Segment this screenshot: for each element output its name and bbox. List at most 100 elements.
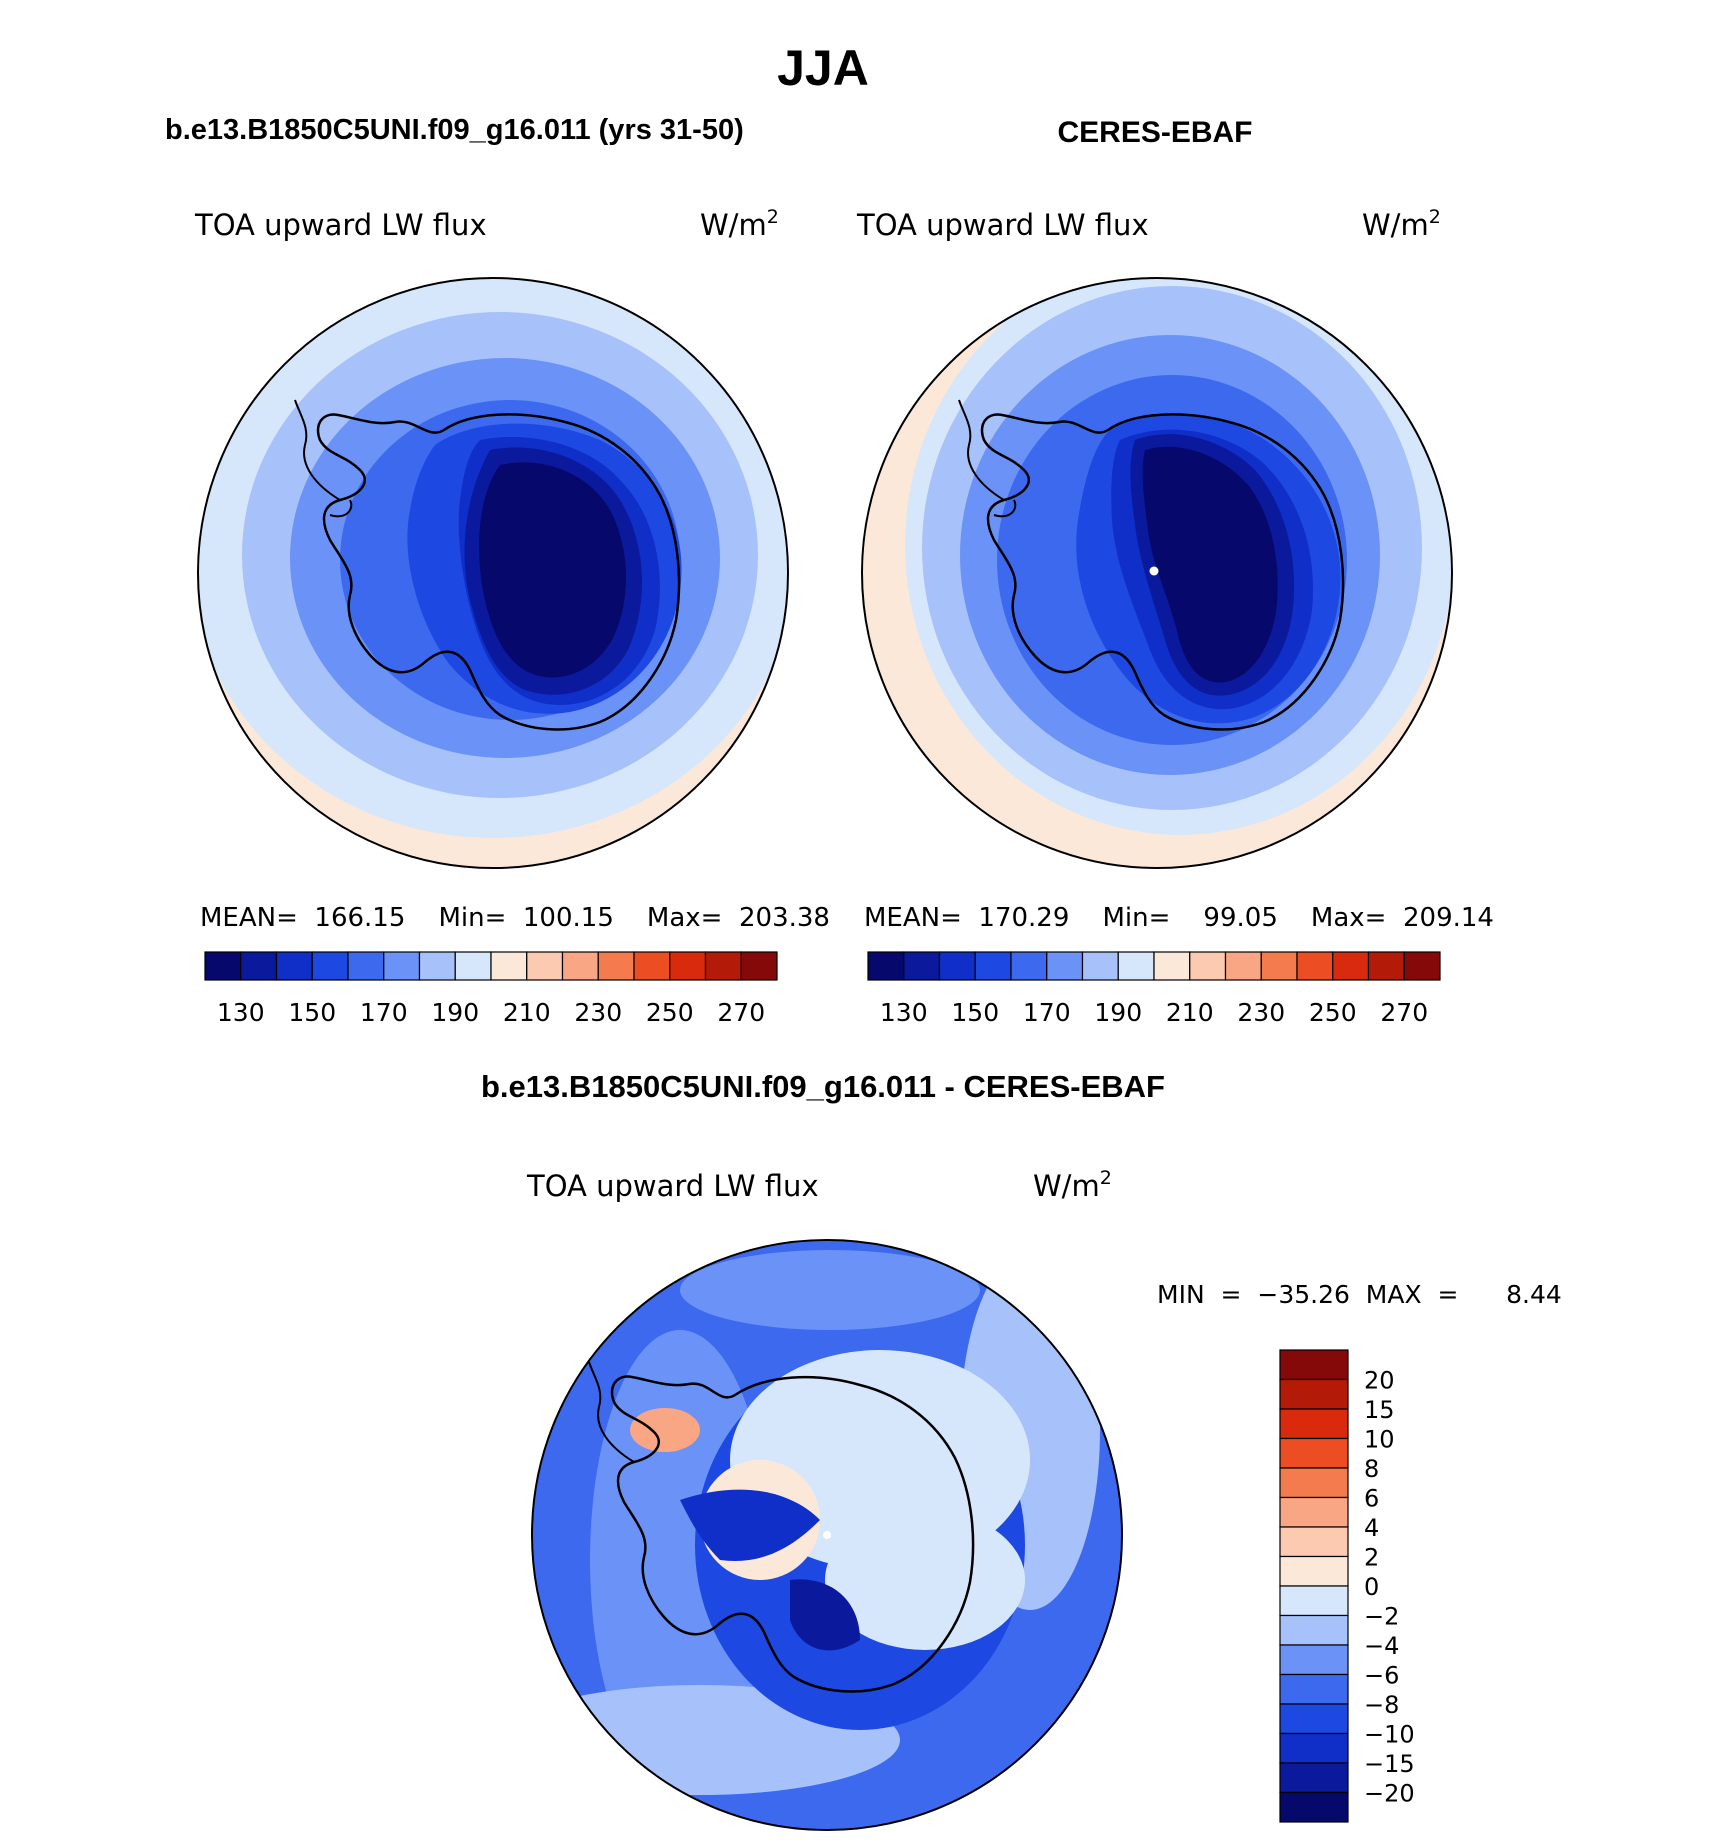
diff-colorbar-box bbox=[1279, 1526, 1349, 1558]
model-colorbar-box bbox=[597, 951, 635, 981]
model-colorbar-box bbox=[704, 951, 742, 981]
diff-colorbar-box bbox=[1279, 1614, 1349, 1646]
diff-units-label: W/m2 bbox=[1033, 1167, 1112, 1203]
obs-pole-hole bbox=[1149, 566, 1159, 576]
diff-panel-header: b.e13.B1850C5UNI.f09_g16.011 - CERES-EBA… bbox=[481, 1069, 1165, 1104]
diff-colorbar-box bbox=[1279, 1703, 1349, 1735]
obs-colorbar-tick-label: 210 bbox=[1166, 998, 1214, 1027]
diff-colorbar-box bbox=[1279, 1408, 1349, 1440]
model-coastline bbox=[316, 413, 681, 731]
diff-colorbar-tick-label: 8 bbox=[1364, 1455, 1379, 1483]
figure-title: JJA bbox=[777, 40, 869, 96]
obs-colorbar-box bbox=[867, 951, 905, 981]
obs-colorbar-tick-label: 250 bbox=[1309, 998, 1357, 1027]
obs-colorbar-box bbox=[938, 951, 976, 981]
model-panel: b.e13.B1850C5UNI.f09_g16.011 (yrs 31-50)… bbox=[165, 114, 830, 1027]
diff-variable-label: TOA upward LW flux bbox=[526, 1169, 819, 1203]
model-peninsula bbox=[294, 399, 341, 501]
model-ice-shelf bbox=[329, 499, 353, 518]
diff-colorbar-box bbox=[1279, 1437, 1349, 1469]
model-fill-130 bbox=[479, 462, 627, 678]
model-units-label: W/m2 bbox=[700, 206, 779, 242]
obs-colorbar-box bbox=[1403, 951, 1441, 981]
obs-panel-header: CERES-EBAF bbox=[1057, 116, 1252, 149]
diff-fill-plateau-south bbox=[825, 1510, 1025, 1650]
model-colorbar-box bbox=[204, 951, 242, 981]
model-colorbar-box bbox=[633, 951, 671, 981]
obs-ice-shelf bbox=[993, 499, 1017, 518]
diff-colorbar-tick-label: −15 bbox=[1364, 1750, 1415, 1778]
model-variable-label: TOA upward LW flux bbox=[194, 208, 487, 242]
model-colorbar-box bbox=[347, 951, 385, 981]
model-colorbar-tick-label: 270 bbox=[717, 998, 765, 1027]
diff-peninsula bbox=[588, 1361, 635, 1463]
obs-stats: MEAN= 170.29 Min= 99.05 Max= 209.14 bbox=[864, 903, 1494, 933]
diff-colorbar-box bbox=[1279, 1791, 1349, 1823]
diff-fill-north bbox=[680, 1250, 980, 1330]
obs-colorbar-box bbox=[1332, 951, 1370, 981]
obs-colorbar-tick-label: 230 bbox=[1237, 998, 1285, 1027]
diff-colorbar-tick-label: −6 bbox=[1364, 1662, 1399, 1690]
model-colorbar-box bbox=[275, 951, 313, 981]
model-colorbar-tick-label: 190 bbox=[431, 998, 479, 1027]
diff-colorbar-box bbox=[1279, 1673, 1349, 1705]
diff-colorbar-tick-label: −20 bbox=[1364, 1780, 1415, 1808]
obs-colorbar-tick-label: 150 bbox=[951, 998, 999, 1027]
model-colorbar-box bbox=[669, 951, 707, 981]
obs-colorbar-box bbox=[1117, 951, 1155, 981]
diff-coastline bbox=[610, 1375, 975, 1693]
model-colorbar-box bbox=[490, 951, 528, 981]
diff-colorbar-box bbox=[1279, 1496, 1349, 1528]
diff-colorbar-box bbox=[1279, 1555, 1349, 1587]
obs-colorbar-box bbox=[1367, 951, 1405, 981]
diff-colorbar-tick-label: 4 bbox=[1364, 1514, 1379, 1542]
obs-panel: CERES-EBAF TOA upward LW flux W/m2 MEAN=… bbox=[856, 116, 1494, 1027]
model-colorbar-tick-label: 210 bbox=[503, 998, 551, 1027]
model-colorbar-box bbox=[454, 951, 492, 981]
model-stats: MEAN= 166.15 Min= 100.15 Max= 203.38 bbox=[200, 903, 830, 933]
obs-colorbar-box bbox=[1153, 951, 1191, 981]
obs-colorbar-box bbox=[903, 951, 941, 981]
diff-colorbar-box bbox=[1279, 1467, 1349, 1499]
diff-colorbar-tick-label: 20 bbox=[1364, 1367, 1395, 1395]
diff-colorbar-box bbox=[1279, 1644, 1349, 1676]
diff-colorbar-box bbox=[1279, 1349, 1349, 1381]
obs-colorbar-box bbox=[1189, 951, 1227, 981]
diff-colorbar-tick-label: −10 bbox=[1364, 1721, 1415, 1749]
model-map bbox=[198, 278, 788, 868]
diff-colorbar-tick-label: 15 bbox=[1364, 1396, 1395, 1424]
diff-colorbar-tick-label: 6 bbox=[1364, 1485, 1379, 1513]
obs-colorbar-tick-label: 130 bbox=[880, 998, 928, 1027]
obs-colorbar-box bbox=[1046, 951, 1084, 981]
model-panel-header: b.e13.B1850C5UNI.f09_g16.011 (yrs 31-50) bbox=[165, 114, 744, 146]
diff-fill-cold-ross bbox=[790, 1579, 860, 1651]
obs-coastline bbox=[980, 413, 1345, 731]
model-colorbar-tick-label: 250 bbox=[646, 998, 694, 1027]
diff-colorbar-tick-label: −4 bbox=[1364, 1632, 1399, 1660]
obs-colorbar-tick-label: 270 bbox=[1380, 998, 1428, 1027]
diff-fill-cold-lobe bbox=[680, 1489, 820, 1561]
diff-colorbar-box bbox=[1279, 1732, 1349, 1764]
obs-colorbar-box bbox=[1081, 951, 1119, 981]
diff-colorbar-box bbox=[1279, 1762, 1349, 1794]
diff-fill-peninsula-warm bbox=[630, 1408, 700, 1452]
diff-map bbox=[532, 1240, 1122, 1830]
diff-stats: MIN = −35.26 MAX = 8.44 bbox=[1157, 1280, 1562, 1309]
obs-peninsula bbox=[958, 399, 1005, 501]
diff-colorbar-tick-label: 10 bbox=[1364, 1426, 1395, 1454]
model-colorbar-box bbox=[418, 951, 456, 981]
obs-colorbar-box bbox=[1010, 951, 1048, 981]
obs-units-label: W/m2 bbox=[1362, 206, 1441, 242]
obs-map bbox=[862, 278, 1452, 868]
model-colorbar-tick-label: 130 bbox=[217, 998, 265, 1027]
model-colorbar-box bbox=[240, 951, 278, 981]
obs-colorbar-tick-label: 190 bbox=[1094, 998, 1142, 1027]
model-colorbar: 130 150 170 190 210 230 250 270 bbox=[204, 951, 778, 1027]
diff-map-border bbox=[531, 1239, 1123, 1831]
obs-colorbar-box bbox=[1224, 951, 1262, 981]
obs-colorbar-box bbox=[1296, 951, 1334, 981]
model-colorbar-box bbox=[740, 951, 778, 981]
model-colorbar-box bbox=[561, 951, 599, 981]
